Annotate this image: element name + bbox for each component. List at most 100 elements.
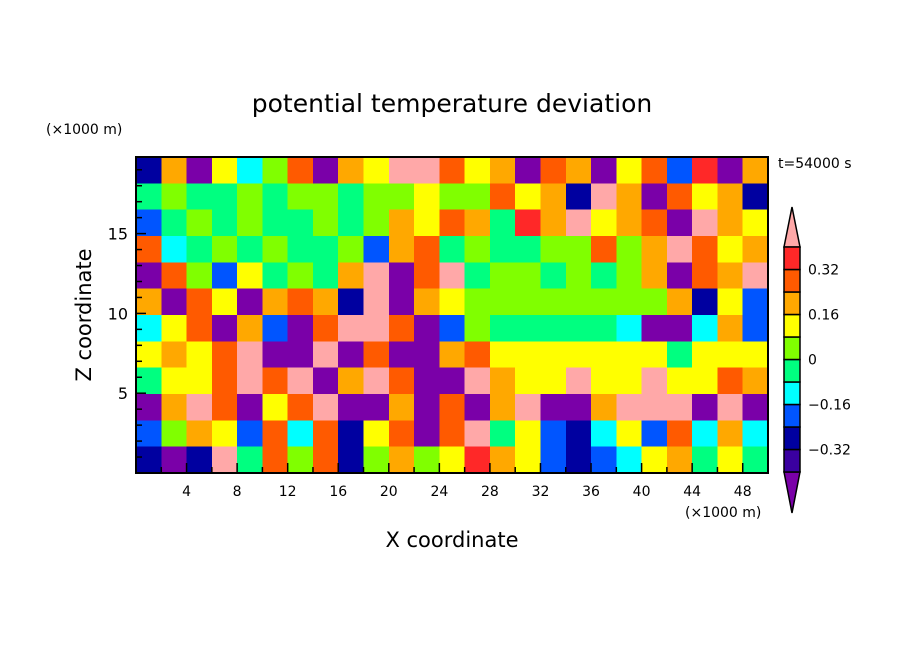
- field-cell: [489, 394, 516, 421]
- field-cell: [742, 446, 769, 474]
- field-cell: [616, 157, 643, 184]
- field-cell: [692, 367, 718, 395]
- field-cell: [211, 367, 238, 395]
- field-cell: [338, 446, 365, 474]
- colorbar-swatch: [783, 448, 801, 473]
- field-cell: [136, 446, 162, 474]
- field-cell: [211, 209, 238, 237]
- field-cell: [338, 315, 365, 342]
- x-tick-label: 8: [233, 484, 242, 500]
- field-cell: [237, 367, 263, 395]
- field-cell: [414, 157, 440, 184]
- colorbar-swatch: [783, 426, 801, 451]
- field-cell: [565, 183, 592, 211]
- contour-field: [136, 157, 769, 474]
- field-cell: [464, 446, 491, 474]
- field-cell: [388, 262, 415, 290]
- field-cell: [489, 288, 516, 316]
- colorbar-swatch: [783, 313, 801, 338]
- field-cell: [515, 315, 541, 342]
- field-cell: [616, 446, 643, 474]
- field-cell: [388, 236, 415, 263]
- field-cell: [540, 209, 567, 237]
- field-cell: [616, 288, 643, 316]
- field-cell: [338, 209, 365, 237]
- field-cell: [363, 236, 390, 263]
- field-cell: [489, 262, 516, 290]
- x-tick-label: 40: [633, 484, 651, 500]
- field-cell: [439, 446, 466, 474]
- field-cell: [414, 420, 440, 448]
- field-cell: [692, 236, 718, 263]
- field-cell: [287, 446, 314, 474]
- field-cell: [237, 394, 263, 421]
- field-cell: [388, 315, 415, 342]
- field-cell: [641, 183, 668, 211]
- field-cell: [666, 209, 693, 237]
- x-tick-label: 32: [532, 484, 550, 500]
- x-tick-label: 28: [481, 484, 499, 500]
- field-cell: [287, 420, 314, 448]
- field-cell: [742, 341, 769, 369]
- field-cell: [287, 209, 314, 237]
- field-cell: [717, 315, 744, 342]
- field-cell: [641, 394, 668, 421]
- field-cell: [237, 157, 263, 184]
- field-cell: [515, 420, 541, 448]
- field-cell: [211, 341, 238, 369]
- field-cell: [489, 446, 516, 474]
- field-cell: [692, 446, 718, 474]
- field-cell: [666, 394, 693, 421]
- field-cell: [666, 341, 693, 369]
- field-cell: [338, 394, 365, 421]
- field-cell: [717, 446, 744, 474]
- x-axis-label: X coordinate: [385, 528, 518, 552]
- colorbar-swatch: [783, 403, 801, 428]
- field-cell: [717, 288, 744, 316]
- field-cell: [717, 420, 744, 448]
- x-tick-label: 16: [329, 484, 347, 500]
- field-cell: [161, 288, 188, 316]
- field-cell: [565, 236, 592, 263]
- field-cell: [565, 157, 592, 184]
- field-cell: [641, 341, 668, 369]
- field-cell: [717, 183, 744, 211]
- field-cell: [439, 315, 466, 342]
- field-cell: [742, 420, 769, 448]
- x-tick-label: 4: [182, 484, 191, 500]
- field-cell: [388, 420, 415, 448]
- field-cell: [161, 315, 188, 342]
- field-cell: [338, 341, 365, 369]
- field-cell: [540, 315, 567, 342]
- field-cell: [742, 394, 769, 421]
- field-cell: [388, 367, 415, 395]
- field-cell: [136, 183, 162, 211]
- field-cell: [363, 420, 390, 448]
- field-cell: [262, 157, 289, 184]
- field-cell: [464, 262, 491, 290]
- field-cell: [717, 262, 744, 290]
- field-cell: [237, 262, 263, 290]
- field-cell: [717, 236, 744, 263]
- field-cell: [262, 446, 289, 474]
- field-cell: [742, 288, 769, 316]
- y-tick-label: 5: [118, 384, 128, 403]
- field-cell: [464, 367, 491, 395]
- field-cell: [641, 157, 668, 184]
- field-cell: [414, 183, 440, 211]
- colorbar-swatch: [783, 246, 801, 271]
- field-cell: [565, 394, 592, 421]
- field-cell: [414, 367, 440, 395]
- field-cell: [439, 341, 466, 369]
- field-cell: [312, 236, 339, 263]
- field-cell: [161, 209, 188, 237]
- field-cell: [616, 420, 643, 448]
- field-cell: [540, 288, 567, 316]
- field-cell: [186, 183, 213, 211]
- x-tick-label: 48: [734, 484, 752, 500]
- field-cell: [136, 315, 162, 342]
- field-cell: [287, 236, 314, 263]
- field-cell: [312, 157, 339, 184]
- field-cell: [641, 262, 668, 290]
